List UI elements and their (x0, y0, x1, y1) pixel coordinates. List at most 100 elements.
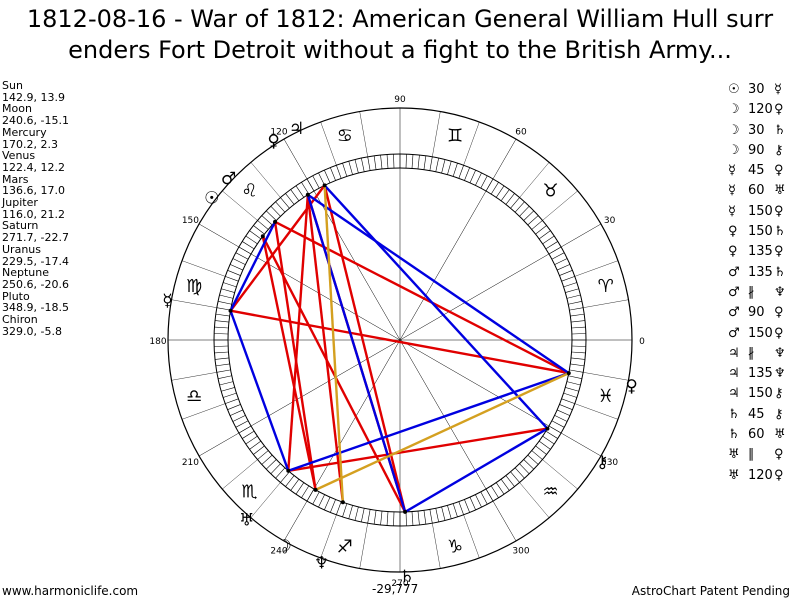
degree-tick (469, 497, 476, 511)
aspect-angle: 30 (748, 122, 765, 138)
degree-label: 330 (601, 458, 618, 468)
planet-name-venus: Venus (2, 149, 36, 163)
degree-tick (265, 459, 277, 470)
degree-tick (510, 197, 520, 209)
minor-spoke (519, 162, 550, 198)
aspect-row: ♂ 150♀ (728, 324, 798, 344)
aspect-line (315, 372, 570, 491)
aspect-angle: 135 (748, 264, 773, 280)
minor-spoke (463, 121, 480, 166)
degree-tick (275, 467, 286, 479)
minor-spoke (359, 523, 368, 569)
degree-label: 180 (149, 337, 166, 347)
aspect-line (306, 194, 407, 513)
planet-name-pluto: Pluto (2, 289, 30, 303)
degree-tick (330, 167, 336, 181)
zodiac-sign-glyph: ♍ (186, 276, 202, 297)
minor-spoke (432, 111, 441, 157)
degree-tick (215, 363, 230, 367)
degree-tick (318, 494, 325, 508)
degree-tick (330, 499, 336, 513)
planet-name-mars: Mars (2, 172, 29, 186)
minor-spoke (222, 459, 258, 490)
degree-tick (249, 230, 262, 240)
aspect-row: ♀ 135♀ (728, 242, 798, 262)
aspect-planet-1: ♂ (728, 264, 740, 280)
degree-tick (551, 252, 565, 260)
zodiac-sign-glyph: ♐ (337, 537, 353, 558)
aspect-line (404, 427, 549, 513)
degree-tick (495, 482, 505, 495)
degree-tick (270, 205, 281, 217)
aspect-row: ☉ 30 ☿ (728, 80, 798, 100)
zodiac-sign-glyph: ♒ (543, 482, 559, 503)
division-spoke (283, 339, 401, 542)
degree-tick (523, 210, 535, 221)
degree-tick (542, 435, 555, 445)
degree-tick (270, 463, 281, 475)
degree-tick (523, 459, 535, 470)
degree-tick (490, 182, 499, 195)
aspect-line (323, 185, 345, 503)
degree-label: 240 (270, 547, 287, 557)
minor-spoke (181, 403, 226, 420)
degree-tick (551, 420, 565, 428)
degree-tick (464, 167, 470, 181)
aspect-planet-2: ♅ (774, 183, 786, 199)
aspect-row: ☿ 60 ♅ (728, 181, 798, 201)
degree-tick (225, 276, 239, 282)
degree-tick (566, 381, 581, 386)
aspect-planet-2: ♄ (774, 224, 786, 240)
planet-name-moon: Moon (2, 102, 32, 116)
minor-spoke (519, 482, 550, 518)
aspect-row: ♂ ∦ ♆ (728, 283, 798, 303)
degree-tick (557, 264, 571, 271)
aspect-line (288, 427, 548, 472)
planet-glyph-mercury: ☿ (162, 291, 172, 311)
degree-tick (565, 387, 579, 392)
aspect-angle: ∥ (748, 447, 755, 463)
minor-spoke (583, 299, 629, 308)
degree-tick (571, 326, 586, 329)
degree-tick (569, 369, 584, 373)
division-spoke (399, 138, 517, 341)
degree-tick (221, 288, 235, 293)
aspect-planet-1: ♂ (728, 325, 740, 341)
zodiac-sign-glyph: ♌ (241, 180, 257, 201)
degree-tick (380, 511, 383, 526)
degree-tick (312, 175, 320, 189)
aspect-row: ♅ ∥ ♀ (728, 445, 798, 465)
aspect-line (229, 310, 290, 472)
zodiac-sign-glyph: ♈ (598, 276, 614, 297)
degree-label: 30 (604, 216, 616, 226)
degree-label: 150 (182, 216, 199, 226)
degree-tick (452, 163, 458, 177)
degree-tick (531, 220, 543, 230)
aspect-planet-2: ⚷ (774, 142, 784, 158)
aspect-row: ♅ 120♀ (728, 466, 798, 486)
footer-website[interactable]: www.harmoniclife.com (2, 584, 139, 598)
degree-tick (563, 282, 577, 288)
zodiac-sign-glyph: ♏ (241, 482, 257, 503)
degree-tick (441, 159, 446, 174)
degree-tick (554, 258, 568, 265)
degree-tick (510, 471, 520, 483)
planet-name-jupiter: Jupiter (2, 196, 38, 210)
degree-tick (545, 430, 558, 439)
degree-tick (458, 165, 464, 179)
planet-marker-pluto (566, 371, 571, 376)
degree-tick (417, 511, 420, 526)
aspect-planet-2: ♆ (774, 345, 786, 361)
degree-tick (571, 351, 586, 354)
degree-tick (290, 189, 300, 202)
degree-tick (519, 205, 530, 217)
degree-tick (354, 506, 359, 521)
degree-tick (514, 201, 525, 213)
aspect-line (323, 184, 549, 430)
degree-tick (514, 467, 525, 479)
degree-tick (469, 169, 476, 183)
degree-tick (290, 478, 300, 491)
degree-tick (447, 161, 452, 175)
aspect-line (323, 185, 407, 513)
aspect-row: ♂ 90 ♀ (728, 303, 798, 323)
